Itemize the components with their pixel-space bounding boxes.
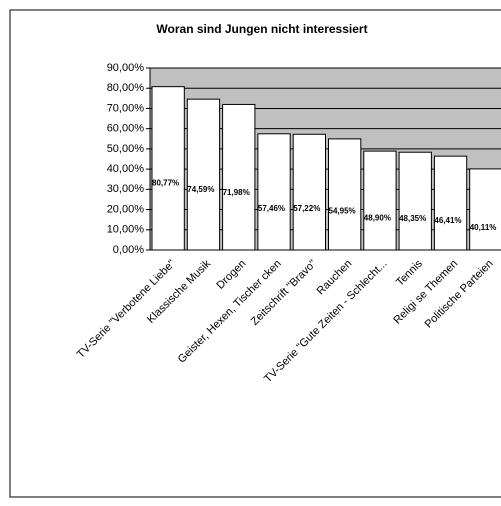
y-tick-label: 10,00% bbox=[107, 224, 145, 236]
bar bbox=[257, 133, 291, 251]
value-label: 54,95% bbox=[329, 207, 356, 216]
y-tick-label: 60,00% bbox=[107, 123, 145, 135]
y-tick-label: 0,00% bbox=[113, 244, 144, 256]
value-label: 57,22% bbox=[293, 204, 320, 213]
bar bbox=[292, 133, 327, 251]
y-tick-label: 20,00% bbox=[107, 203, 145, 215]
y-tick-label: 30,00% bbox=[107, 183, 145, 195]
bar bbox=[151, 86, 185, 251]
chart-title: Woran sind Jungen nicht interessiert bbox=[156, 22, 367, 36]
value-label: 48,90% bbox=[364, 213, 391, 222]
bar bbox=[469, 168, 501, 251]
bar bbox=[186, 98, 221, 251]
bar bbox=[363, 150, 397, 251]
y-tick-label: 50,00% bbox=[107, 143, 145, 155]
value-label: 57,46% bbox=[258, 204, 285, 213]
value-label: 46,41% bbox=[434, 216, 461, 225]
bar bbox=[222, 103, 256, 251]
value-label: 80,77% bbox=[152, 178, 179, 187]
bar bbox=[398, 151, 432, 251]
y-tick-label: 70,00% bbox=[107, 102, 145, 114]
value-label: 40,11% bbox=[470, 223, 497, 232]
y-tick-label: 80,00% bbox=[107, 82, 145, 94]
y-tick-label: 90,00% bbox=[107, 62, 145, 74]
value-label: 48,35% bbox=[399, 214, 426, 223]
value-label: 74,59% bbox=[187, 185, 214, 194]
value-label: 71,98% bbox=[223, 188, 250, 197]
bar bbox=[328, 138, 362, 251]
y-tick-label: 40,00% bbox=[107, 163, 145, 175]
bar bbox=[433, 155, 468, 251]
